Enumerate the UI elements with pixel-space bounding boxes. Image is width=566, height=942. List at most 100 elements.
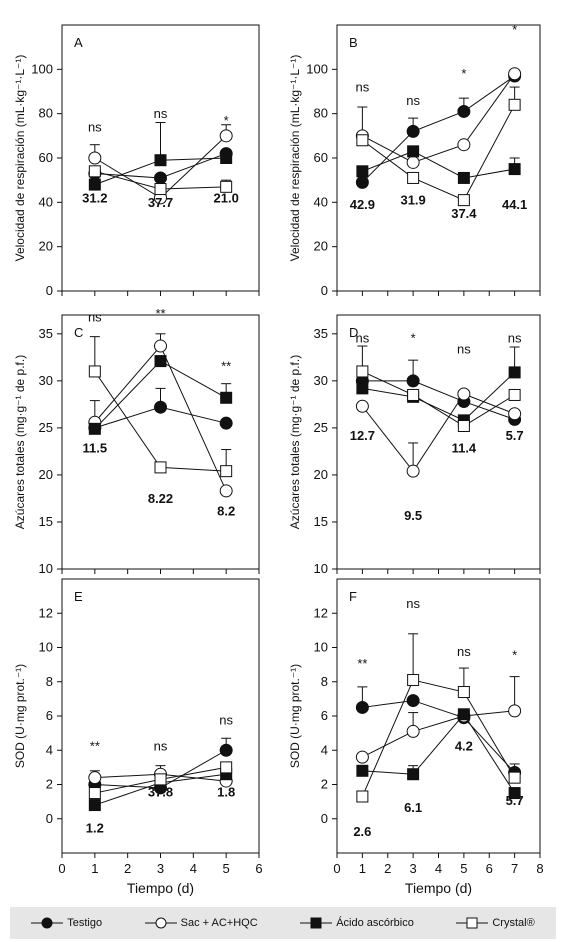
data-point bbox=[219, 416, 233, 430]
data-point bbox=[154, 400, 167, 414]
data-point bbox=[154, 154, 167, 167]
data-point bbox=[457, 104, 471, 118]
value-label: 42.9 bbox=[350, 197, 375, 212]
panel-c: 10 15 20 25 30 35 C Azúcares totales (mg·g⁻¹ de… bbox=[13, 306, 260, 576]
data-point bbox=[508, 771, 521, 784]
y-tick-label: 30 bbox=[39, 373, 53, 388]
data-point bbox=[508, 163, 521, 176]
value-label: 11.5 bbox=[83, 440, 108, 455]
y-tick-label: 20 bbox=[314, 239, 328, 254]
legend-item-sac: Sac + AC+HQC bbox=[144, 916, 258, 930]
x-tick-label: 6 bbox=[486, 861, 493, 876]
data-point bbox=[407, 145, 420, 158]
x-tick-label: 5 bbox=[223, 861, 230, 876]
y-tick-label: 20 bbox=[39, 239, 53, 254]
data-point bbox=[406, 374, 420, 388]
filled-circle-marker-icon bbox=[31, 917, 64, 929]
y-tick-label: 80 bbox=[314, 106, 328, 121]
data-point bbox=[407, 388, 420, 401]
data-point bbox=[508, 787, 521, 800]
value-label: 37.4 bbox=[451, 206, 477, 221]
y-axis-label: SOD (U·mg prot.⁻¹) bbox=[13, 664, 27, 768]
y-tick-label: 30 bbox=[314, 373, 328, 388]
significance-label: ns bbox=[406, 93, 420, 108]
series-line bbox=[362, 370, 515, 427]
y-axis-label: Velocidad de respiración (mL·kg⁻¹·L⁻¹) bbox=[13, 55, 27, 262]
series-line bbox=[362, 75, 515, 183]
value-label: 1.2 bbox=[86, 820, 104, 835]
significance-label: ** bbox=[90, 738, 100, 753]
value-label: 2.6 bbox=[353, 824, 371, 839]
data-point bbox=[457, 171, 470, 184]
data-point bbox=[356, 134, 369, 147]
data-point bbox=[154, 355, 167, 368]
legend: Testigo Sac + AC+HQC Ácido ascórbico Cry… bbox=[10, 907, 556, 939]
plot-frame bbox=[336, 578, 541, 854]
data-point bbox=[88, 178, 101, 191]
panel-a: 0 20 40 60 80 100 A Velocidad de respiración (m… bbox=[13, 24, 260, 298]
panel-letter: E bbox=[74, 589, 83, 604]
significance-label: ** bbox=[357, 656, 367, 671]
y-tick-label: 0 bbox=[46, 811, 53, 826]
data-point bbox=[508, 704, 522, 718]
data-point bbox=[219, 129, 233, 143]
series-line bbox=[362, 372, 515, 421]
y-tick-label: 0 bbox=[321, 811, 328, 826]
y-tick-label: 12 bbox=[39, 605, 53, 620]
data-point bbox=[407, 171, 420, 184]
significance-label: ns bbox=[154, 106, 168, 121]
y-tick-label: 0 bbox=[321, 283, 328, 298]
value-label: 8.22 bbox=[148, 491, 173, 506]
value-label: 4.2 bbox=[455, 738, 473, 753]
data-point bbox=[457, 420, 470, 433]
y-tick-label: 10 bbox=[39, 561, 53, 576]
data-point bbox=[220, 465, 233, 478]
y-tick-label: 2 bbox=[321, 777, 328, 792]
data-point bbox=[219, 743, 233, 757]
significance-label: ns bbox=[219, 713, 233, 728]
y-tick-label: 40 bbox=[39, 194, 53, 209]
significance-label: * bbox=[512, 22, 517, 37]
data-point bbox=[356, 764, 369, 777]
y-axis-label: Azúcares totales (mg·g⁻¹ de p.f.) bbox=[288, 355, 302, 529]
data-point bbox=[154, 171, 167, 185]
significance-label: ** bbox=[221, 359, 231, 374]
filled-square-marker-icon bbox=[300, 917, 333, 929]
x-tick-label: 2 bbox=[384, 861, 391, 876]
x-tick-label: 3 bbox=[410, 861, 417, 876]
significance-label: ns bbox=[356, 330, 370, 345]
data-point bbox=[406, 724, 420, 738]
legend-item-acido: Ácido ascórbico bbox=[300, 916, 414, 930]
series-line bbox=[362, 104, 516, 201]
y-axis-label: SOD (U·mg prot.⁻¹) bbox=[288, 664, 302, 768]
panel-letter: B bbox=[349, 35, 358, 50]
x-tick-label: 4 bbox=[435, 861, 442, 876]
significance-label: * bbox=[224, 113, 229, 128]
data-point bbox=[508, 388, 521, 401]
series-line bbox=[362, 713, 516, 794]
y-tick-label: 80 bbox=[39, 106, 53, 121]
data-point bbox=[457, 194, 470, 207]
significance-label: ns bbox=[356, 80, 370, 95]
value-label: 9.5 bbox=[404, 508, 422, 523]
significance-label: ns bbox=[457, 342, 471, 357]
value-label: 44.1 bbox=[502, 197, 527, 212]
y-axis-label: Azúcares totales (mg·g⁻¹ de p.f.) bbox=[13, 355, 27, 529]
significance-label: ns bbox=[88, 310, 102, 325]
x-tick-label: 3 bbox=[157, 861, 164, 876]
y-tick-label: 10 bbox=[314, 561, 328, 576]
data-point bbox=[154, 773, 167, 786]
value-label: 21.0 bbox=[214, 190, 239, 205]
series-line bbox=[362, 700, 515, 773]
y-tick-label: 35 bbox=[314, 326, 328, 341]
data-point bbox=[355, 700, 369, 714]
legend-label: Testigo bbox=[67, 917, 103, 929]
data-point bbox=[406, 155, 420, 169]
significance-label: * bbox=[461, 66, 466, 81]
data-point bbox=[508, 407, 522, 421]
data-point bbox=[88, 787, 101, 800]
data-point bbox=[508, 366, 521, 379]
significance-label: ns bbox=[406, 596, 420, 611]
